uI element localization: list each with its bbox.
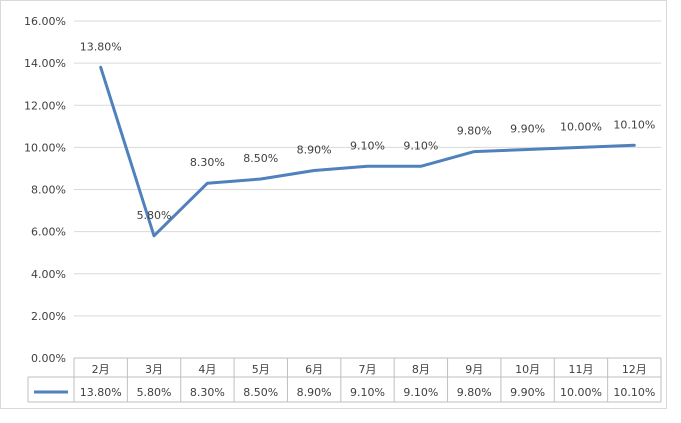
x-category-label: 11月 [568,363,593,376]
table-value-cell: 9.80% [457,386,492,399]
y-tick-label: 6.00% [31,226,66,239]
data-label: 13.80% [80,40,122,53]
table-value-cell: 10.10% [613,386,655,399]
x-category-label: 12月 [622,363,647,376]
data-label: 9.80% [457,125,492,138]
x-category-label: 8月 [412,363,430,376]
y-tick-label: 12.00% [24,99,66,112]
y-tick-label: 8.00% [31,184,66,197]
series-line [99,65,636,238]
x-category-label: 9月 [465,363,483,376]
table-value-cell: 9.10% [350,386,385,399]
gridlines [74,20,661,317]
x-category-label: 5月 [252,363,270,376]
table-value-cell: 10.00% [560,386,602,399]
data-label: 9.10% [350,139,385,152]
chart-frame [0,0,667,409]
table-value-cell: 13.80% [80,386,122,399]
x-category-label: 2月 [92,363,110,376]
x-category-label: 7月 [359,363,377,376]
x-category-label: 6月 [305,363,323,376]
table-value-cell: 8.90% [297,386,332,399]
data-labels: 13.80% 5.80% 8.30% 8.50% 8.90% 9.10% 9.10% 9.80… [80,40,656,222]
x-category-label: 10月 [515,363,540,376]
series-layer [99,65,636,238]
table-value-cell: 8.50% [243,386,278,399]
y-tick-label: 10.00% [24,141,66,154]
data-label: 10.10% [613,118,655,131]
data-label: 10.00% [560,120,602,133]
data-label: 5.80% [137,209,172,222]
y-axis: 0.00% 2.00% 4.00% 6.00% 8.00% 10.00% 12.00% 14.… [24,15,66,365]
y-tick-label: 0.00% [31,352,66,365]
table-value-cell: 5.80% [137,386,172,399]
data-table: 2月 3月 4月 5月 6月 7月 8月 9月 10月 11月 12月 13.80% 5.80% 8.30… [27,357,662,403]
x-category-label: 4月 [198,363,216,376]
table-value-cell: 9.90% [510,386,545,399]
y-tick-label: 14.00% [24,57,66,70]
table-value-cell: 8.30% [190,386,225,399]
data-label: 9.10% [403,139,438,152]
table-value-cell: 9.10% [403,386,438,399]
data-label: 9.90% [510,122,545,135]
y-tick-label: 4.00% [31,268,66,281]
y-tick-label: 2.00% [31,310,66,323]
data-label: 8.50% [243,152,278,165]
data-label: 8.30% [190,156,225,169]
data-label: 8.90% [297,144,332,157]
x-category-label: 3月 [145,363,163,376]
y-tick-label: 16.00% [24,15,66,28]
